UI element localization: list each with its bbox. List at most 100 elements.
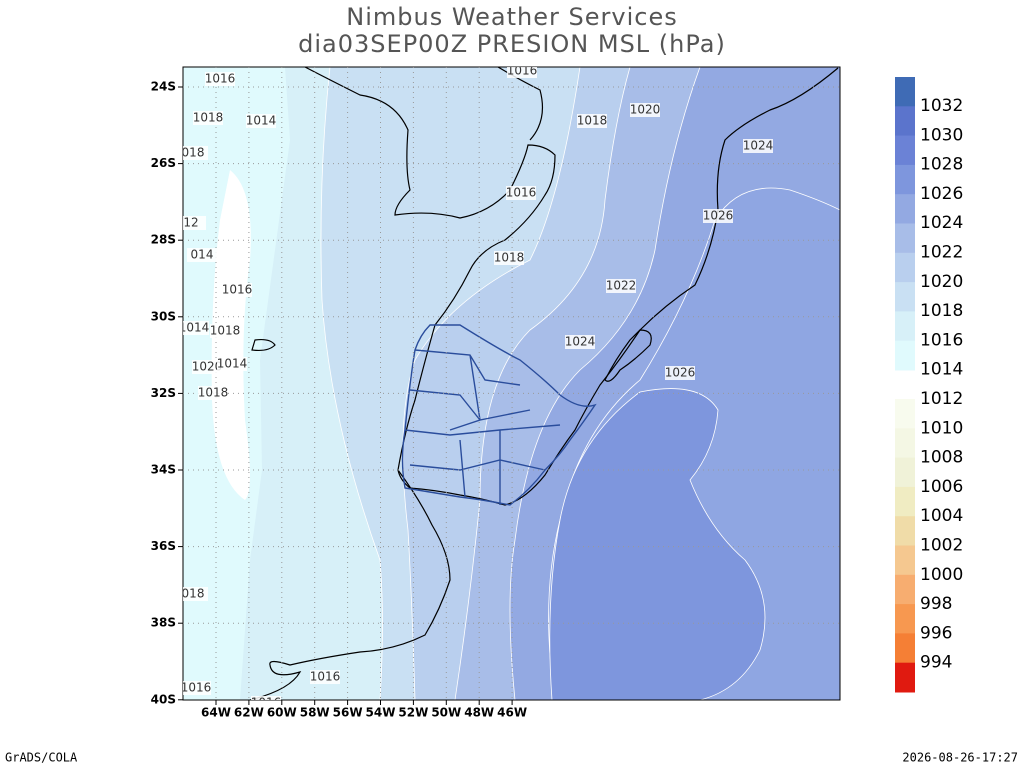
lon-label: 54W [366, 706, 396, 720]
contour-label-bg [251, 696, 281, 700]
contour-label: 1018 [198, 386, 229, 400]
contour-label-bg [210, 324, 240, 338]
contour-label: 1016 [310, 670, 341, 684]
colorbar-box [895, 604, 915, 634]
footer-right: 2026-08-26-17:27 [902, 751, 1018, 765]
lon-label: 50W [431, 706, 461, 720]
contour-label-bg [205, 72, 235, 86]
colorbar-box [895, 282, 915, 312]
colorbar-box [895, 311, 915, 342]
colorbar-box [895, 399, 915, 429]
colorbar-label: 1032 [920, 96, 963, 116]
contour-label: 1024 [565, 335, 596, 349]
colorbar-label: 1012 [920, 389, 963, 409]
contour-label-bg [183, 146, 208, 160]
contour-label-bg [183, 681, 211, 695]
contour-labels: 1016 1016 1018 1014 018 12 014 1016 1018 1020 1024… [181, 67, 773, 710]
colorbar-label: 1002 [920, 536, 963, 556]
colorbar-label: 1024 [920, 213, 963, 233]
colorbar-box [895, 252, 915, 283]
contour-label: 1026 [665, 366, 696, 380]
contour-label: 1020 [192, 360, 223, 374]
contour-label: 1018 [577, 114, 608, 128]
colorbar-label: 1028 [920, 155, 963, 175]
colorbar-label: 1008 [920, 448, 963, 468]
contour-label-bg [507, 67, 537, 78]
contour-label-bg [187, 248, 217, 262]
coastline [249, 469, 451, 700]
contour-label-bg [183, 216, 206, 230]
contour-label: 1018 [193, 111, 224, 125]
colorbar-box [895, 574, 915, 605]
colorbar-box [895, 223, 915, 254]
coastline-detail [251, 329, 652, 382]
colorbar-box [895, 135, 915, 166]
department-borders [404, 349, 561, 505]
contour-label: 1014 [217, 357, 248, 371]
colorbar-box [895, 633, 915, 664]
contour-label-bg [193, 111, 223, 125]
colorbar-label: 1000 [920, 565, 963, 585]
contour-label: 1018 [494, 251, 525, 265]
colorbar-label: 998 [920, 594, 952, 614]
colorbar-box [895, 164, 915, 195]
colorbar-label: 994 [920, 653, 952, 673]
contour-label-bg [198, 386, 228, 400]
uruguay-border [401, 324, 597, 506]
contour-label: 1016 [506, 186, 537, 200]
colorbar-box [895, 428, 915, 459]
colorbar-box [895, 340, 915, 371]
lon-label: 62W [234, 706, 264, 720]
lat-label: 38S [151, 616, 176, 630]
contour-label-bg [222, 283, 252, 297]
colorbar-box [895, 662, 915, 693]
colorbar-label: 1026 [920, 184, 963, 204]
lon-label: 58W [300, 706, 330, 720]
contour-label-bg [743, 139, 773, 153]
colorbar-label: 1020 [920, 272, 963, 292]
colorbar-label: 1030 [920, 125, 963, 145]
contour-label-bg [577, 114, 607, 128]
map-area [183, 67, 840, 700]
contour-label: 1014 [246, 114, 277, 128]
contour-label-bg [183, 587, 208, 601]
lat-label: 36S [151, 539, 176, 553]
contour-label: 1016 [205, 72, 236, 86]
contour-label: 12 [183, 216, 198, 230]
colorbar-box [895, 194, 915, 224]
footer-left: GrADS/COLA [5, 751, 78, 765]
colorbar-box [895, 545, 915, 576]
contour-label: 014 [191, 248, 214, 262]
contour-label: 018 [182, 587, 205, 601]
colorbar-label: 996 [920, 623, 952, 643]
colorbar-box [895, 516, 915, 546]
contour-label: 1022 [606, 279, 637, 293]
contour-label-bg [192, 360, 222, 374]
contour-label: 1016 [181, 681, 212, 695]
contour-label: 1016 [251, 696, 282, 710]
subtitle: dia03SEP00Z PRESION MSL (hPa) [298, 30, 726, 58]
contour-label: 1018 [210, 324, 241, 338]
lat-label: 30S [151, 309, 176, 323]
colorbar-box [895, 457, 915, 488]
contour-label-bg [665, 366, 695, 380]
contour-label-bg [217, 357, 247, 371]
contour-label-bg [565, 335, 595, 349]
contour-label: 1016 [222, 283, 253, 297]
colorbar-label: 1018 [920, 301, 963, 321]
contour-label: 018 [182, 146, 205, 160]
title: Nimbus Weather Services [346, 3, 677, 31]
colorbar-label: 1022 [920, 243, 963, 263]
colorbar-box [895, 106, 915, 137]
lon-label: 56W [333, 706, 363, 720]
river-border [304, 67, 556, 471]
lon-label: 46W [497, 706, 527, 720]
contour-label-bg [703, 209, 733, 223]
contour-label-bg [183, 321, 209, 335]
lat-label: 26S [151, 156, 176, 170]
contour-label: 1026 [703, 209, 734, 223]
colorbar-label: 1004 [920, 506, 963, 526]
colorbar-box [895, 77, 915, 107]
